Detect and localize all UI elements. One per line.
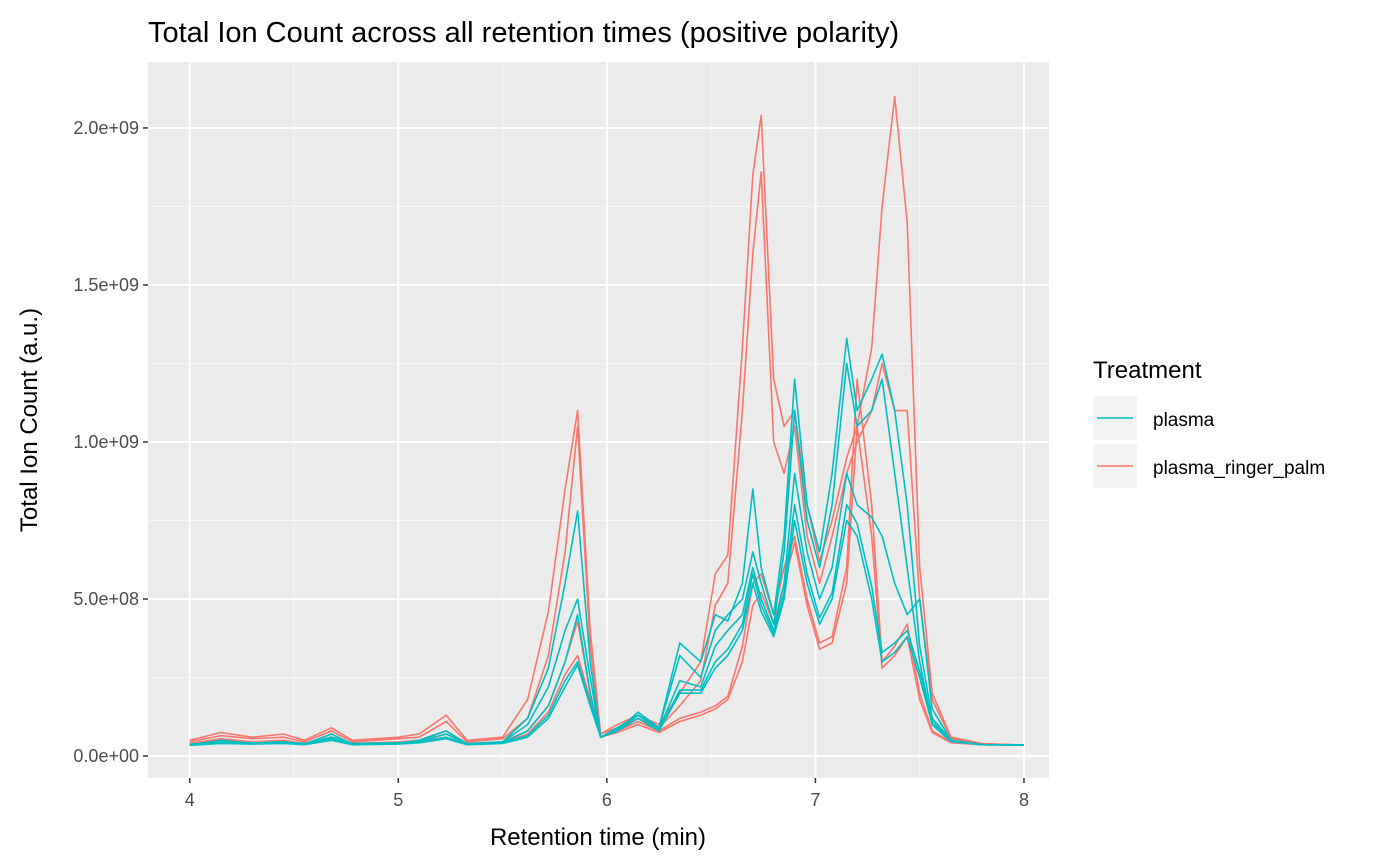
x-tick-label: 5 bbox=[393, 790, 403, 810]
y-tick-label: 2.0e+09 bbox=[73, 118, 139, 138]
legend-label-plasma: plasma bbox=[1153, 410, 1215, 431]
y-tick-label: 5.0e+08 bbox=[73, 589, 139, 609]
x-axis-title: Retention time (min) bbox=[490, 824, 706, 851]
y-axis: 0.0e+00 5.0e+08 1.0e+09 1.5e+09 2.0e+09 bbox=[73, 118, 148, 766]
y-tick-label: 1.0e+09 bbox=[73, 432, 139, 452]
legend-title: Treatment bbox=[1093, 357, 1202, 384]
y-axis-title: Total Ion Count (a.u.) bbox=[16, 308, 43, 532]
plot-panel bbox=[148, 62, 1049, 778]
series-lines bbox=[189, 95, 1025, 747]
x-tick-label: 4 bbox=[185, 790, 195, 810]
x-axis: 4 5 6 7 8 bbox=[185, 778, 1029, 810]
x-tick-label: 6 bbox=[602, 790, 612, 810]
y-tick-label: 1.5e+09 bbox=[73, 275, 139, 295]
grid-lines bbox=[148, 62, 1049, 778]
x-tick-label: 8 bbox=[1019, 790, 1029, 810]
chart-title: Total Ion Count across all retention tim… bbox=[148, 17, 899, 49]
series-line-plasma-ringer-palm bbox=[189, 171, 1025, 746]
x-tick-label: 7 bbox=[810, 790, 820, 810]
y-tick-label: 0.0e+00 bbox=[73, 746, 139, 766]
legend-label-plasma-ringer-palm: plasma_ringer_palm bbox=[1153, 458, 1325, 479]
series-line-plasma bbox=[189, 503, 1025, 746]
legend: Treatment plasma plasma_ringer_palm bbox=[1093, 357, 1325, 488]
